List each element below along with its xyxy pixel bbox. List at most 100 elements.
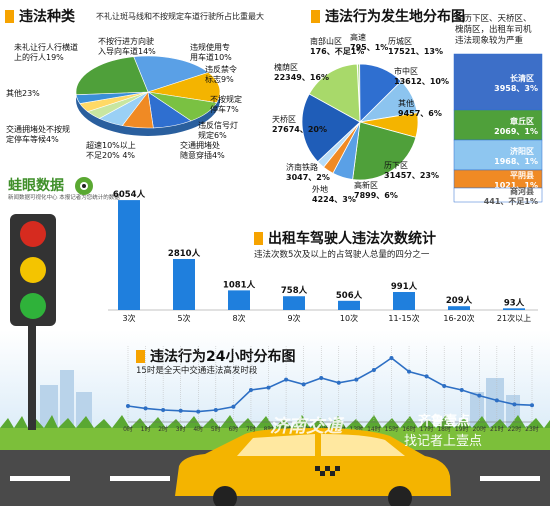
- pie2-label: 17521、13%: [388, 47, 443, 56]
- pie1-label: 其他23%: [6, 88, 40, 98]
- line-x-label: 15时: [385, 425, 399, 433]
- line-point: [213, 408, 218, 412]
- line-point: [301, 382, 306, 387]
- watermark-sub: 找记者上壹点: [404, 434, 483, 449]
- pie2-label: 市中区: [394, 66, 418, 76]
- bar-mark: [228, 290, 250, 310]
- bar-mark: [503, 308, 525, 310]
- line-point: [494, 398, 499, 403]
- breakdown-name: 平阴县: [510, 171, 534, 180]
- pie2-label: 22349、16%: [274, 73, 329, 82]
- pie2-label: 历城区: [388, 37, 412, 46]
- bar-value-label: 506人: [336, 290, 363, 301]
- line-x-label: 23时: [525, 425, 539, 433]
- brand-logo: 蛙眼数据: [8, 178, 64, 194]
- breakdown-segment: [453, 139, 543, 171]
- line-x-label: 7时: [246, 425, 256, 433]
- bar-mark: [283, 296, 305, 310]
- breakdown-value: 3958、3%: [494, 84, 538, 93]
- bar-title: 出租车驾驶人违法次数统计: [254, 228, 436, 248]
- pie1-label: 规定6%: [198, 130, 227, 140]
- breakdown-note-line: 违法现象较为严重: [455, 36, 524, 46]
- pie2-label: 济南铁路: [286, 162, 318, 172]
- bar-mark: [173, 258, 195, 310]
- bar-chart: 6054人 3次 2810人 5次 1081人 8次 758人 9次 506人 10次 991人 11…: [108, 189, 538, 323]
- pie1-label: 随意穿插4%: [180, 150, 225, 160]
- pie2-label: 4224、3%: [312, 195, 356, 204]
- line-x-label: 20时: [472, 425, 486, 433]
- pie2-label: 槐荫区: [274, 62, 298, 72]
- pie1-label: 用车道10%: [190, 52, 232, 62]
- line-x-label: 14时: [367, 425, 381, 433]
- line-point: [319, 376, 324, 380]
- pie1-subtitle: 不礼让斑马线和不按规定车道行驶所占比重最大: [96, 12, 264, 21]
- pie1-title: 违法种类: [5, 6, 75, 26]
- line-x-label: 6时: [228, 425, 238, 433]
- pie1-label: 标志9%: [205, 74, 234, 84]
- breakdown-value: 1968、1%: [494, 157, 538, 166]
- taxi-icon: [175, 428, 451, 506]
- line-x-label: 5时: [211, 425, 221, 433]
- line-point: [407, 369, 412, 374]
- line-x-label: 13时: [350, 425, 364, 433]
- pie2-label: 南部山区: [310, 36, 342, 46]
- pie2-label: 9457、6%: [398, 109, 442, 118]
- pie1-label: 定停车等候4%: [6, 134, 59, 144]
- pie1-label: 停车7%: [210, 104, 239, 114]
- line-subtitle: 15时是全天中交通违法高发时段: [136, 366, 258, 376]
- pie1-label: 不按行进方向驶: [98, 36, 154, 46]
- pie2-label: 高新区: [354, 180, 378, 190]
- bar-category-label: 8次: [232, 313, 245, 323]
- watermark-right: 齐鲁壹点: [418, 414, 471, 429]
- line-x-label: 19时: [455, 425, 469, 433]
- line-point: [354, 377, 359, 382]
- brand-subtitle: 新闻数据可视化中心 本报记者为您统计的数据: [8, 195, 120, 201]
- breakdown-note-line: 在历下区、天桥区、: [455, 14, 532, 24]
- breakdown-note: 在历下区、天桥区、 槐荫区，出租车司机 违法现象较为严重: [455, 14, 532, 47]
- traffic-light-icon: [10, 214, 56, 326]
- line-point: [196, 409, 201, 414]
- line-x-label: 4时: [193, 425, 203, 433]
- pie1-label: 不足20% 4%: [86, 151, 135, 160]
- line-point: [459, 388, 464, 392]
- line-point: [161, 408, 166, 412]
- breakdown-name: 商河县: [510, 186, 534, 196]
- pie1-label: 交通拥堵处不按规: [6, 124, 70, 134]
- pie1-label: 入导向车道14%: [98, 46, 156, 56]
- breakdown-segment: [453, 53, 543, 111]
- line-point: [143, 406, 148, 411]
- line-chart: 0时1时2时3时4时5时6时7时8时9时10时11时12时13时14时15时16…: [123, 346, 539, 433]
- line-x-label: 0时: [123, 425, 133, 433]
- line-x-label: 3时: [176, 425, 186, 433]
- pie2-slice: [308, 63, 361, 123]
- pie2-slice: [301, 93, 361, 163]
- bar-value-label: 758人: [281, 285, 308, 296]
- bar-value-label: 6054人: [113, 189, 146, 200]
- pie2-slice: [352, 121, 417, 181]
- line-point: [371, 368, 376, 372]
- line-x-label: 18时: [437, 425, 451, 433]
- pie1-label: 交通拥堵处: [180, 140, 220, 150]
- line-point: [284, 377, 289, 382]
- line-x-label: 17时: [420, 425, 434, 433]
- bar-category-label: 16-20次: [443, 313, 474, 323]
- bar-mark: [448, 306, 470, 310]
- pie2-label: 历下区: [384, 161, 408, 170]
- line-point: [530, 403, 534, 408]
- pie2-label: 高速: [350, 32, 366, 42]
- bar-category-label: 10次: [340, 313, 358, 323]
- breakdown-segment: [453, 109, 543, 141]
- line-point: [512, 402, 517, 407]
- pie2-label: 7899、6%: [354, 191, 398, 200]
- bar-category-label: 3次: [122, 313, 135, 323]
- bar-mark: [118, 200, 140, 310]
- line-point: [178, 408, 183, 413]
- line-x-label: 21时: [490, 425, 504, 433]
- pie2-label: 外地: [312, 184, 328, 194]
- bar-mark: [393, 292, 415, 310]
- line-point: [424, 374, 429, 379]
- line-title: 违法行为24小时分布图: [136, 346, 295, 366]
- bar-category-label: 11-15次: [388, 313, 419, 323]
- pie1-slice: [147, 72, 221, 104]
